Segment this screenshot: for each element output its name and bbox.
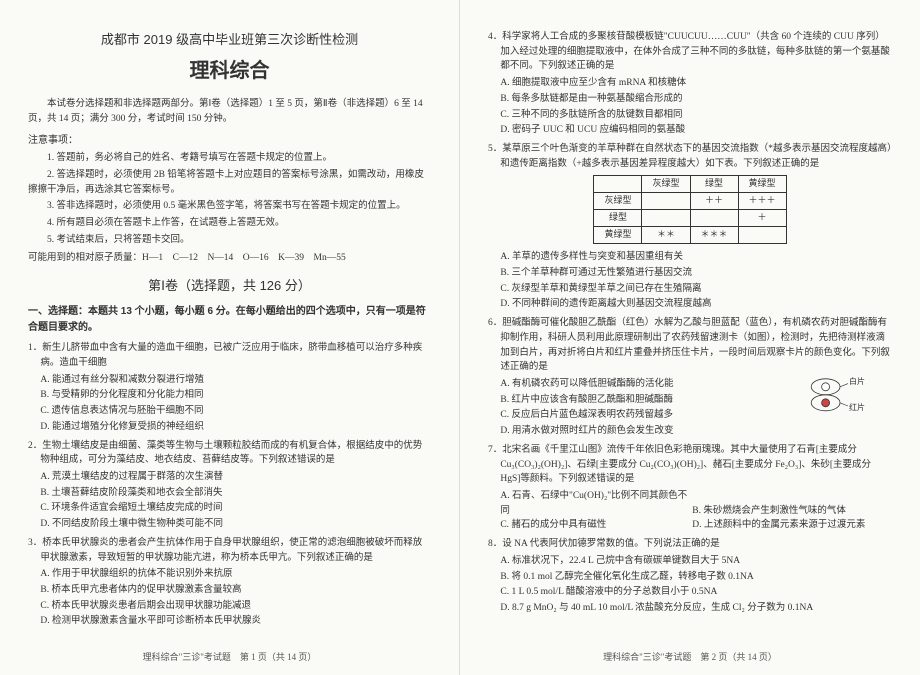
q1-opt-c: C. 遗传信息表达情况与胚胎干细胞不同 xyxy=(28,404,431,419)
exam-subject: 理科综合 xyxy=(28,56,431,87)
q4-opt-a: A. 细胞提取液中应至少含有 mRNA 和核糖体 xyxy=(488,76,892,91)
q1-stem: 1．新生儿脐带血中含有大量的造血干细胞，已被广泛应用于临床，脐带血移植可以治疗多… xyxy=(28,341,431,370)
q1-opt-a: A. 能通过有丝分裂和减数分裂进行增殖 xyxy=(28,373,431,388)
section-1-title: 第Ⅰ卷（选择题，共 126 分） xyxy=(28,276,431,296)
question-2: 2．生物土壤结皮是由细菌、藻类等生物与土壤颗粒胶结而成的有机复合体，根据结皮中的… xyxy=(28,439,431,532)
q7-opt-a: A. 石青、石绿中"Cu(OH)₂"比例不同其颜色不同 xyxy=(500,489,692,518)
q4-opt-c: C. 三种不同的多肽链所含的肽键数目都相同 xyxy=(488,108,892,123)
q2-opt-c: C. 环境条件适宜会缩短土壤结皮完成的时间 xyxy=(28,501,431,516)
question-7: 7．北宋名画《千里江山图》流传千年依旧色彩艳丽瑰瑰。其中大量使用了石青[主要成分… xyxy=(488,443,892,533)
table-row: 灰绿型 绿型 黄绿型 xyxy=(594,176,786,193)
table-row: 绿型 ＋ xyxy=(594,210,786,227)
diagram-label-red: 红片 xyxy=(849,402,865,414)
q5-table: 灰绿型 绿型 黄绿型 灰绿型 ＋＋ ＋＋＋ 绿型 ＋ 黄绿型 ＊＊ ＊＊＊ xyxy=(593,175,786,244)
table-cell xyxy=(690,210,738,227)
q5-opt-b: B. 三个羊草种群可通过无性繁殖进行基因交流 xyxy=(488,266,892,281)
notice-item: 1. 答题前，务必将自己的姓名、考籍号填写在答题卡规定的位置上。 xyxy=(28,151,431,166)
table-cell: 绿型 xyxy=(594,210,642,227)
q3-opt-b: B. 桥本氏甲亢患者体内的促甲状腺激素含量较高 xyxy=(28,583,431,598)
table-cell: ＋＋＋ xyxy=(738,193,786,210)
test-card-diagram: 白片 红片 xyxy=(807,374,857,420)
q8-opt-a: A. 标准状况下，22.4 L 己烷中含有碳碳单键数目大于 5NA xyxy=(488,554,892,569)
q3-opt-a: A. 作用于甲状腺组织的抗体不能识别外来抗原 xyxy=(28,567,431,582)
q7-opt-c: C. 赭石的成分中具有磁性 xyxy=(500,518,692,533)
question-5: 5．某草原三个叶色渐变的羊草种群在自然状态下的基因交流指数（*越多表示基因交流程… xyxy=(488,142,892,312)
table-cell: 灰绿型 xyxy=(594,193,642,210)
q5-opt-c: C. 灰绿型羊草和黄绿型羊草之间已存在生殖隔离 xyxy=(488,282,892,297)
q6-opt-d: D. 用清水做对照时红片的颜色会发生改变 xyxy=(488,424,892,439)
q1-opt-d: D. 能通过增殖分化修复受损的神经组织 xyxy=(28,420,431,435)
intro-text: 本试卷分选择题和非选择题两部分。第Ⅰ卷（选择题）1 至 5 页，第Ⅱ卷（非选择题… xyxy=(28,97,431,126)
table-cell: ＋＋ xyxy=(690,193,738,210)
question-1: 1．新生儿脐带血中含有大量的造血干细胞，已被广泛应用于临床，脐带血移植可以治疗多… xyxy=(28,341,431,434)
table-row: 黄绿型 ＊＊ ＊＊＊ xyxy=(594,227,786,244)
q2-opt-d: D. 不同结皮阶段土壤中微生物种类可能不同 xyxy=(28,517,431,532)
question-4: 4．科学家将人工合成的多聚核苷酸模板链"CUUCUU……CUU"（共含 60 个… xyxy=(488,30,892,138)
q3-stem: 3．桥本氏甲状腺炎的患者会产生抗体作用于自身甲状腺组织，使正常的滤泡细胞被破坏而… xyxy=(28,536,431,565)
q5-opt-a: A. 羊草的遗传多样性与突变和基因重组有关 xyxy=(488,250,892,265)
q1-opt-b: B. 与受精卵的分化程度和分化能力相同 xyxy=(28,388,431,403)
q7-opt-b: B. 朱砂燃烧会产生刺激性气味的气体 xyxy=(692,504,884,519)
q3-opt-d: D. 检测甲状腺激素含量水平即可诊断桥本氏甲状腺炎 xyxy=(28,614,431,629)
question-intro: 一、选择题：本题共 13 个小题，每小题 6 分。在每小题给出的四个选项中，只有… xyxy=(28,304,431,335)
page-footer-left: 理科综合"三诊"考试题 第 1 页（共 14 页） xyxy=(0,651,459,665)
q5-stem: 5．某草原三个叶色渐变的羊草种群在自然状态下的基因交流指数（*越多表示基因交流程… xyxy=(488,142,892,171)
table-cell: 灰绿型 xyxy=(642,176,690,193)
table-cell xyxy=(642,193,690,210)
notice-item: 3. 答非选择题时，必须使用 0.5 毫米黑色签字笔，将答案书写在答题卡规定的位… xyxy=(28,199,431,214)
notice-item: 2. 答选择题时，必须使用 2B 铅笔将答题卡上对应题目的答案标号涂黑，如需改动… xyxy=(28,168,431,197)
notice-heading: 注意事项： xyxy=(28,133,431,149)
table-cell: ＋ xyxy=(738,210,786,227)
q3-opt-c: C. 桥本氏甲状腺炎患者后期会出现甲状腺功能减退 xyxy=(28,599,431,614)
q7-opt-d: D. 上述颜料中的金属元素来源于过渡元素 xyxy=(692,518,884,533)
q5-opt-d: D. 不同种群间的遗传距离越大则基因交流程度越高 xyxy=(488,297,892,312)
exam-title: 成都市 2019 级高中毕业班第三次诊断性检测 xyxy=(28,30,431,50)
q2-opt-b: B. 土壤苔藓结皮阶段藻类和地衣会全部消失 xyxy=(28,486,431,501)
page-1: 成都市 2019 级高中毕业班第三次诊断性检测 理科综合 本试卷分选择题和非选择… xyxy=(0,0,460,675)
q8-stem: 8．设 NA 代表阿伏加德罗常数的值。下列说法正确的是 xyxy=(488,537,892,552)
diagram-label-white: 白片 xyxy=(849,376,865,388)
q8-opt-b: B. 将 0.1 mol 乙醇完全催化氧化生成乙醛，转移电子数 0.1NA xyxy=(488,570,892,585)
notice-item: 5. 考试结束后，只将答题卡交回。 xyxy=(28,233,431,248)
table-cell: 黄绿型 xyxy=(594,227,642,244)
q6-stem: 6．胆碱酯酶可催化酸胆乙酰酯（红色）水解为乙酸与胆蓝配（蓝色），有机磷农药对胆碱… xyxy=(488,316,892,375)
q4-stem: 4．科学家将人工合成的多聚核苷酸模板链"CUUCUU……CUU"（共含 60 个… xyxy=(488,30,892,74)
table-cell xyxy=(594,176,642,193)
table-cell xyxy=(738,227,786,244)
table-cell: 黄绿型 xyxy=(738,176,786,193)
q2-opt-a: A. 荒漠土壤结皮的过程属于群落的次生演替 xyxy=(28,470,431,485)
q4-opt-b: B. 每条多肽链都是由一种氨基酸缩合形成的 xyxy=(488,92,892,107)
q8-opt-c: C. 1 L 0.5 mol/L 醋酸溶液中的分子总数目小于 0.5NA xyxy=(488,585,892,600)
notice-item: 4. 所有题目必须在答题卡上作答，在试题卷上答题无效。 xyxy=(28,216,431,231)
table-cell xyxy=(642,210,690,227)
question-6: 6．胆碱酯酶可催化酸胆乙酰酯（红色）水解为乙酸与胆蓝配（蓝色），有机磷农药对胆碱… xyxy=(488,316,892,439)
table-cell: ＊＊＊ xyxy=(690,227,738,244)
q2-stem: 2．生物土壤结皮是由细菌、藻类等生物与土壤颗粒胶结而成的有机复合体，根据结皮中的… xyxy=(28,439,431,468)
q4-opt-d: D. 密码子 UUC 和 UCU 应编码相同的氨基酸 xyxy=(488,123,892,138)
table-cell: 绿型 xyxy=(690,176,738,193)
table-cell: ＊＊ xyxy=(642,227,690,244)
atomic-masses: 可能用到的相对原子质量：H—1 C—12 N—14 O—16 K—39 Mn—5… xyxy=(28,251,431,266)
page-2: 4．科学家将人工合成的多聚核苷酸模板链"CUUCUU……CUU"（共含 60 个… xyxy=(460,0,920,675)
question-8: 8．设 NA 代表阿伏加德罗常数的值。下列说法正确的是 A. 标准状况下，22.… xyxy=(488,537,892,616)
page-footer-right: 理科综合"三诊"考试题 第 2 页（共 14 页） xyxy=(460,651,920,665)
question-3: 3．桥本氏甲状腺炎的患者会产生抗体作用于自身甲状腺组织，使正常的滤泡细胞被破坏而… xyxy=(28,536,431,629)
table-row: 灰绿型 ＋＋ ＋＋＋ xyxy=(594,193,786,210)
q7-stem: 7．北宋名画《千里江山图》流传千年依旧色彩艳丽瑰瑰。其中大量使用了石青[主要成分… xyxy=(488,443,892,487)
q8-opt-d: D. 8.7 g MnO₂ 与 40 mL 10 mol/L 浓盐酸充分反应，生… xyxy=(488,601,892,616)
